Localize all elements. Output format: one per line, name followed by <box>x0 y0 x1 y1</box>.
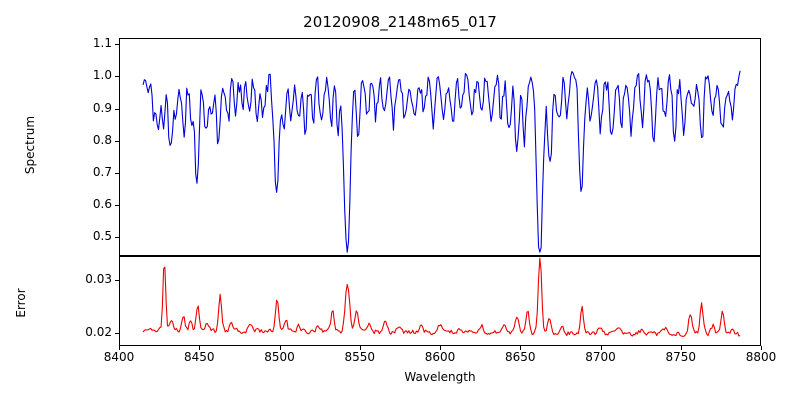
page-title: 20120908_2148m65_017 <box>303 13 497 31</box>
x-tick-mark <box>360 346 361 350</box>
spectrum-data-trace <box>143 71 740 252</box>
y-tick-mark <box>115 205 119 206</box>
spectrum-y-axis-label: Spectrum <box>23 115 37 175</box>
x-tick-mark <box>761 346 762 350</box>
y-tick-mark <box>115 333 119 334</box>
y-tick-mark <box>115 109 119 110</box>
x-tick-mark <box>280 346 281 350</box>
x-tick-mark <box>440 346 441 350</box>
y-tick-mark <box>115 44 119 45</box>
y-tick-mark <box>115 237 119 238</box>
x-tick-mark <box>681 346 682 350</box>
y-tick-mark <box>115 76 119 77</box>
x-tick-mark <box>520 346 521 350</box>
x-tick-mark <box>119 346 120 350</box>
spectrum-plot-panel <box>119 38 761 256</box>
x-tick-mark <box>199 346 200 350</box>
x-axis-label: Wavelength <box>404 370 476 384</box>
y-tick-mark <box>115 173 119 174</box>
error-plot-panel <box>119 256 761 346</box>
error-y-axis-label: Error <box>14 288 28 318</box>
error-data-trace <box>143 258 740 336</box>
y-tick-mark <box>115 141 119 142</box>
error-trace-svg <box>120 257 760 345</box>
x-tick-mark <box>601 346 602 350</box>
y-tick-mark <box>115 280 119 281</box>
spectrum-trace-svg <box>120 39 760 255</box>
